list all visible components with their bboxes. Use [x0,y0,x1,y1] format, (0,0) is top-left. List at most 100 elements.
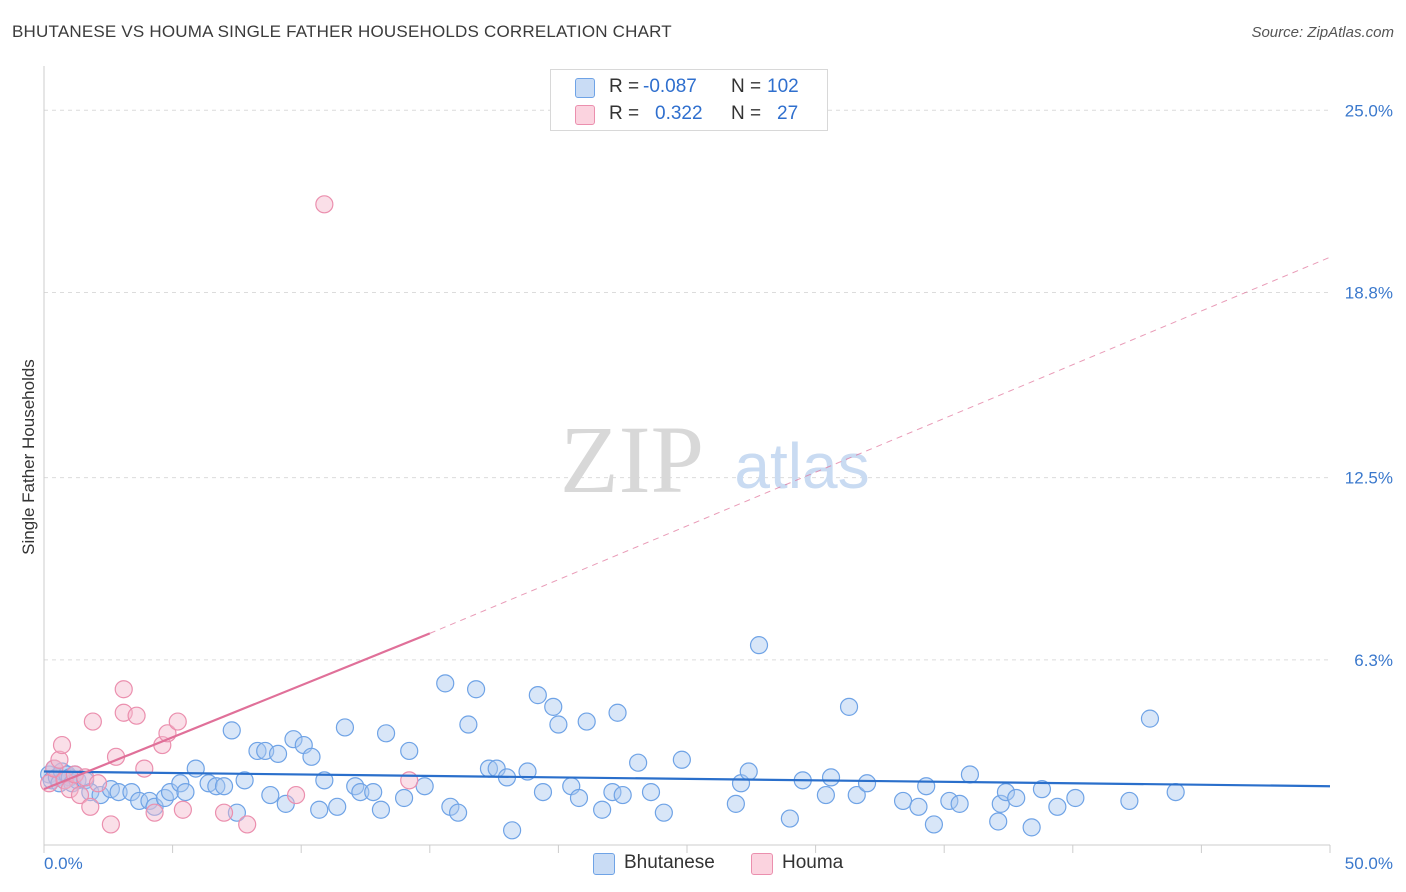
data-point-bhutanese [593,800,612,819]
data-point-bhutanese [569,788,589,808]
data-point-bhutanese [466,680,486,699]
data-point-bhutanese [222,721,241,740]
trend-line-bhutanese [43,770,1331,788]
data-point-bhutanese [726,794,745,813]
data-point-bhutanese [248,741,267,761]
data-point-bhutanese [335,718,355,737]
data-point-bhutanese [950,794,969,813]
data-point-bhutanese [415,777,434,796]
data-point-houma [83,712,102,731]
data-point-bhutanese [171,774,190,793]
data-point-bhutanese [654,803,673,822]
trend-extension-houma [429,256,1331,634]
y-axis-label: Single Father Households [19,359,38,555]
x-tick-label: 50.0% [1345,854,1393,873]
data-point-houma [88,774,108,793]
data-point-bhutanese [1120,791,1139,811]
legend-r-label: R = [609,103,640,124]
data-point-bhutanese [603,782,622,802]
y-tick-label: 25.0% [1345,101,1393,120]
data-point-bhutanese [577,712,596,731]
data-point-bhutanese [91,785,110,805]
data-point-houma [238,815,257,834]
data-point-houma [173,800,192,819]
data-point-houma [286,785,306,805]
data-point-bhutanese [1048,797,1067,816]
data-point-bhutanese [857,774,877,793]
data-point-bhutanese [207,777,226,796]
data-point-bhutanese [109,782,128,802]
data-point-bhutanese [261,785,280,805]
legend-swatch-bhutanese [575,78,595,98]
data-point-bhutanese [176,782,195,802]
data-point-bhutanese [346,777,365,796]
grid-lines [44,109,1330,661]
data-point-houma [114,680,133,699]
data-point-bhutanese [960,765,980,784]
data-point-bhutanese [613,785,632,805]
legend-r-value: -0.087 [643,76,697,97]
data-point-bhutanese [909,797,928,816]
data-point-bhutanese [268,744,288,763]
legend-r-label: R = [609,76,640,97]
data-point-bhutanese [459,715,478,734]
correlation-legend: R = -0.087 N = 102 R = 0.322 N = 27 [550,69,828,131]
bottom-legend-swatch-bhutanese [593,853,615,875]
trend-line-houma [43,632,431,791]
tick-labels: 6.3% 12.5% 18.8% 25.0% 0.0% 50.0% [44,101,1393,873]
data-point-bhutanese [235,771,254,790]
data-point-houma [214,803,234,822]
data-point-bhutanese [310,800,329,819]
bottom-legend-swatch-houma [751,853,773,875]
trend-lines [43,256,1331,791]
data-point-bhutanese [518,762,537,781]
source-label: Source: ZipAtlas.com [1251,24,1394,41]
legend-r-value: 0.322 [655,103,703,124]
data-point-bhutanese [351,782,370,802]
axes [43,66,1331,853]
data-point-bhutanese [503,821,522,840]
data-point-houma [400,771,419,790]
data-point-bhutanese [780,809,799,828]
watermark: ZIP atlas [560,406,870,513]
data-point-bhutanese [544,697,563,716]
y-tick-label: 12.5% [1345,469,1393,488]
data-point-bhutanese [364,782,383,802]
data-point-houma [135,759,154,778]
legend-n-label: N = [731,103,762,124]
bottom-legend-label-houma: Houma [782,852,844,873]
data-point-houma [315,195,334,214]
x-tick-label: 0.0% [44,854,83,873]
data-points [40,195,1185,840]
data-point-bhutanese [893,791,913,811]
data-point-bhutanese [1022,818,1041,837]
data-point-bhutanese [821,768,841,787]
data-point-bhutanese [448,803,468,822]
data-point-bhutanese [394,788,414,808]
data-point-bhutanese [155,788,174,808]
legend-n-value: 102 [767,76,799,97]
data-point-bhutanese [227,803,246,822]
data-point-bhutanese [839,697,859,716]
chart-title: BHUTANESE VS HOUMA SINGLE FATHER HOUSEHO… [12,22,672,41]
data-point-bhutanese [1066,788,1085,808]
data-point-houma [145,803,164,822]
data-point-bhutanese [371,800,391,819]
data-point-bhutanese [214,777,234,796]
data-point-bhutanese [739,762,758,781]
data-point-bhutanese [533,782,553,802]
data-point-houma [50,750,69,769]
data-point-bhutanese [284,730,303,749]
data-point-bhutanese [549,715,568,734]
data-point-bhutanese [608,703,627,722]
data-point-houma [101,815,120,834]
data-point-bhutanese [847,785,866,805]
watermark-zip: ZIP [560,406,704,513]
data-point-bhutanese [1140,709,1160,728]
data-point-bhutanese [436,674,455,693]
data-point-bhutanese [302,747,321,766]
data-point-bhutanese [315,771,334,790]
bottom-legend-label-bhutanese: Bhutanese [624,852,715,873]
data-point-bhutanese [528,686,547,705]
data-point-houma [127,706,146,725]
